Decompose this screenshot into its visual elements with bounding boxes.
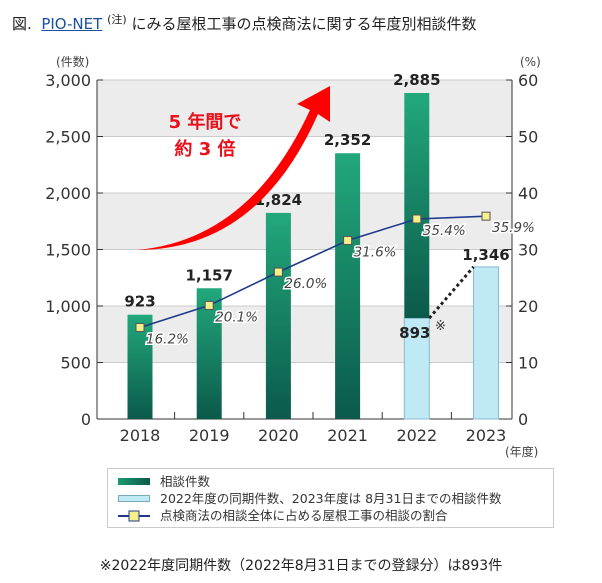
ratio-label: 31.6% — [354, 244, 397, 260]
bar-label-period: 1,346 — [462, 246, 509, 264]
xtick-label: 2022 — [396, 426, 437, 445]
bar-label: 1,824 — [255, 191, 302, 209]
bar-count — [265, 212, 291, 419]
bar-count — [196, 288, 222, 419]
xtick-label: 2023 — [466, 426, 507, 445]
bar-period — [473, 266, 499, 420]
title-text: にみる屋根工事の点検商法に関する年度別相談件数 — [131, 15, 477, 33]
legend-label: 2022年度の同期件数、2023年度は 8月31日までの相談件数 — [160, 491, 502, 506]
footnote: ※2022年度同期件数（2022年8月31日までの登録分）は893件 — [99, 558, 503, 574]
grid-band — [97, 193, 512, 250]
ratio-point — [481, 211, 491, 221]
ratio-point — [204, 300, 214, 310]
ratio-point — [273, 267, 283, 277]
xlabel: (年度) — [505, 444, 538, 459]
ytick-label-right: 0 — [518, 410, 528, 429]
ytick-label-right: 10 — [518, 354, 538, 373]
ytick-label-left: 3,000 — [45, 71, 91, 90]
ratio-label: 16.2% — [146, 331, 189, 347]
ytick-label-right: 60 — [518, 71, 538, 90]
xtick-label: 2019 — [189, 426, 230, 445]
ylabel-right: (%) — [520, 55, 541, 69]
figure-title: 図. PIO-NET (注) にみる屋根工事の点検商法に関する年度別相談件数 — [12, 11, 476, 34]
ytick-label-right: 30 — [518, 241, 538, 260]
grid-band — [97, 306, 512, 363]
ratio-label: 20.1% — [215, 309, 258, 325]
ratio-label: 35.9% — [492, 220, 535, 236]
legend-item-ratio: 点検商法の相談全体に占める屋根工事の相談の割合 — [118, 507, 543, 524]
footnote-mark: ※ — [435, 319, 446, 334]
ylabel-left: (件数) — [56, 54, 89, 69]
legend-swatch-ratio — [118, 510, 150, 521]
legend-label: 相談件数 — [160, 474, 211, 489]
bar-label: 923 — [124, 293, 155, 311]
bar-label: 2,352 — [324, 131, 371, 149]
ratio-label: 26.0% — [284, 276, 327, 292]
ytick-label-right: 20 — [518, 297, 538, 316]
ytick-label-left: 1,000 — [45, 297, 91, 316]
growth-arrow — [137, 86, 330, 250]
bar-period — [403, 317, 430, 420]
ratio-point — [135, 322, 145, 332]
bar-label-period: 893 — [399, 324, 430, 342]
bar-label: 1,157 — [185, 266, 232, 284]
ytick-label-left: 500 — [60, 354, 91, 373]
xtick-label: 2021 — [327, 426, 368, 445]
legend-item-count: 相談件数 — [118, 473, 543, 490]
ytick-label-left: 2,500 — [45, 128, 91, 147]
legend-item-period: 2022年度の同期件数、2023年度は 8月31日までの相談件数 — [118, 490, 543, 507]
xtick-label: 2018 — [120, 426, 161, 445]
ytick-label-left: 2,000 — [45, 184, 91, 203]
ratio-point — [412, 214, 422, 224]
title-prefix: 図. — [12, 15, 32, 33]
ytick-label-left: 1,500 — [45, 241, 91, 260]
ratio-label: 35.4% — [423, 223, 466, 239]
xtick-label: 2020 — [258, 426, 299, 445]
bar-count — [127, 314, 153, 419]
ytick-label-left: 0 — [81, 410, 91, 429]
ratio-line — [139, 215, 487, 329]
comparison-dotted-line — [428, 265, 475, 320]
bar-count — [404, 92, 430, 319]
legend-swatch-period — [118, 495, 150, 502]
arrow-text-1: 5 年間で — [169, 111, 242, 133]
ratio-point — [343, 235, 353, 245]
ytick-label-right: 40 — [518, 184, 538, 203]
chart: 0 0 500 10 1,000 20 1,500 30 2,000 40 2,500 50 3,000… — [45, 54, 541, 459]
note-mark: (注) — [107, 13, 127, 26]
bar-label: 2,885 — [393, 71, 440, 89]
pio-net-link[interactable]: PIO-NET — [41, 15, 103, 33]
legend-swatch-count — [118, 478, 150, 485]
bar-count — [335, 153, 361, 419]
ytick-label-right: 50 — [518, 128, 538, 147]
legend: 相談件数 2022年度の同期件数、2023年度は 8月31日までの相談件数 点検… — [107, 468, 554, 528]
legend-label: 点検商法の相談全体に占める屋根工事の相談の割合 — [160, 508, 448, 523]
arrow-text-2: 約 3 倍 — [174, 138, 235, 160]
